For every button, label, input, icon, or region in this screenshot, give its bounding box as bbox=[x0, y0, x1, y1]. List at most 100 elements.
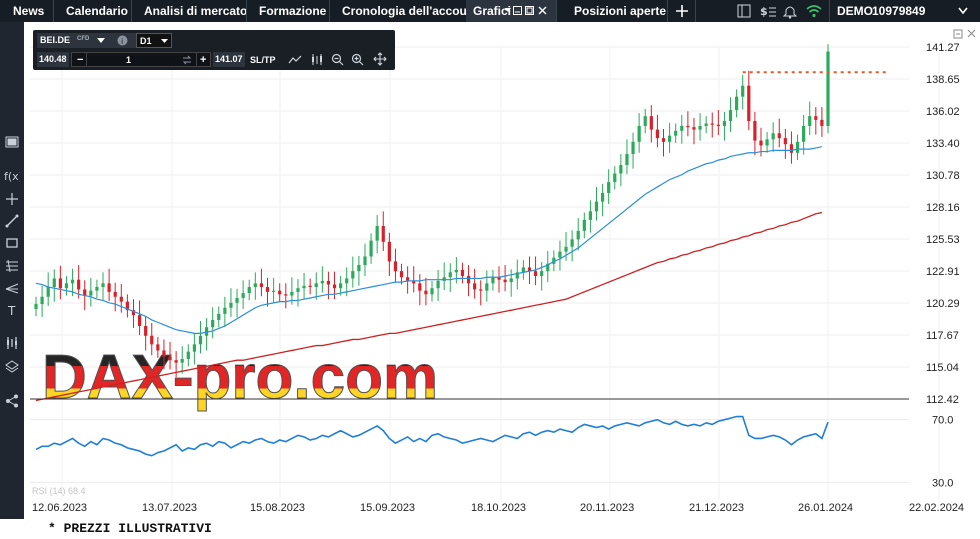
increase-quantity-button[interactable]: + bbox=[200, 54, 207, 66]
rsi-tick-label: 70.0 bbox=[932, 415, 953, 427]
currency-settings-icon[interactable]: $ bbox=[760, 3, 778, 19]
trade-toolbar: BEI.DE CFD i D1 140.48 − 1 + bbox=[33, 30, 395, 70]
candle bbox=[527, 256, 532, 284]
candle bbox=[406, 266, 410, 294]
candle bbox=[247, 279, 251, 301]
minimize-icon[interactable] bbox=[513, 6, 522, 15]
candle bbox=[655, 114, 660, 148]
line-draw-icon[interactable] bbox=[4, 213, 20, 229]
price-tick-label: 141.27 bbox=[926, 42, 960, 54]
layout-icon[interactable] bbox=[737, 3, 751, 19]
line-chart-type-icon[interactable] bbox=[288, 54, 302, 65]
date-tick-label: 21.12.2023 bbox=[689, 502, 744, 514]
symbol-selector[interactable]: BEI.DE CFD i D1 bbox=[37, 33, 172, 48]
decrease-quantity-button[interactable]: − bbox=[77, 54, 84, 66]
date-tick-label: 18.10.2023 bbox=[471, 502, 526, 514]
candle bbox=[278, 283, 282, 302]
candle bbox=[607, 169, 611, 205]
swap-icon[interactable] bbox=[182, 55, 192, 65]
tab-cronologia-account[interactable]: Cronologia dell'account bbox=[342, 4, 479, 18]
tab-formazione[interactable]: Formazione bbox=[259, 4, 327, 18]
rectangle-icon[interactable] bbox=[4, 235, 20, 251]
timeframe-value: D1 bbox=[140, 36, 152, 46]
share-icon[interactable] bbox=[4, 393, 20, 409]
candle bbox=[747, 71, 751, 131]
candle bbox=[582, 212, 586, 239]
date-tick-label: 15.08.2023 bbox=[250, 502, 305, 514]
price-tick-label: 136.02 bbox=[926, 106, 960, 118]
price-tick-label: 125.53 bbox=[926, 234, 960, 246]
date-tick-label: 20.11.2023 bbox=[580, 502, 634, 514]
move-icon[interactable] bbox=[373, 52, 387, 66]
candle bbox=[771, 122, 775, 153]
sell-price: 140.48 bbox=[39, 54, 67, 64]
candle bbox=[369, 233, 373, 264]
chart-settings-icon[interactable] bbox=[953, 29, 963, 39]
candle bbox=[40, 285, 44, 317]
zoom-out-icon[interactable] bbox=[331, 53, 344, 66]
candle bbox=[223, 296, 227, 327]
pitchfork-icon[interactable] bbox=[4, 280, 20, 296]
tab-posizioni-aperte[interactable]: Posizioni aperte bbox=[574, 4, 667, 18]
candle bbox=[698, 113, 702, 141]
quantity-stepper[interactable]: − 1 + bbox=[71, 52, 211, 67]
zoom-in-icon[interactable] bbox=[351, 53, 364, 66]
close-icon[interactable] bbox=[538, 6, 547, 15]
price-tick-label: 115.04 bbox=[926, 362, 959, 374]
quantity-value: 1 bbox=[126, 55, 132, 65]
timeframe-dropdown-icon[interactable] bbox=[161, 39, 168, 43]
layers-icon[interactable] bbox=[4, 359, 20, 375]
candle bbox=[795, 134, 800, 161]
candle bbox=[594, 186, 599, 221]
candle bbox=[77, 265, 81, 299]
info-icon[interactable]: i bbox=[117, 35, 128, 46]
symbol-dropdown-icon[interactable] bbox=[97, 38, 105, 43]
candle bbox=[296, 279, 300, 307]
candle bbox=[125, 294, 129, 318]
fibonacci-icon[interactable] bbox=[4, 258, 20, 274]
candle bbox=[357, 255, 361, 286]
price-chart[interactable]: DAX-pro.com 141.27138.65136.02133.40130.… bbox=[24, 22, 980, 519]
sell-price-button[interactable]: 140.48 bbox=[37, 52, 69, 67]
candle bbox=[820, 107, 824, 137]
candle bbox=[619, 154, 623, 187]
candle bbox=[107, 268, 111, 302]
account-dropdown-icon[interactable] bbox=[958, 7, 968, 15]
top-navigation-bar: News Calendario Analisi di mercato Forma… bbox=[0, 0, 980, 22]
sl-tp-button[interactable]: SL/TP bbox=[250, 55, 276, 65]
candle bbox=[387, 232, 391, 277]
date-tick-label: 22.02.2024 bbox=[909, 502, 964, 514]
tab-calendario[interactable]: Calendario bbox=[66, 4, 129, 18]
candle bbox=[710, 112, 714, 138]
candle bbox=[783, 128, 787, 159]
candle bbox=[217, 306, 221, 328]
text-tool-icon[interactable]: T bbox=[4, 302, 20, 318]
price-tick-label: 128.16 bbox=[926, 202, 960, 214]
panel-toggle-icon[interactable] bbox=[4, 134, 20, 150]
candle bbox=[241, 280, 245, 309]
add-tab-icon[interactable] bbox=[675, 3, 689, 19]
function-icon[interactable]: f(x) bbox=[4, 168, 20, 184]
indicator-icon[interactable] bbox=[4, 335, 20, 351]
notifications-icon[interactable] bbox=[783, 3, 797, 19]
tab-grafici[interactable]: Grafici bbox=[466, 0, 556, 22]
tab-news[interactable]: News bbox=[13, 4, 45, 18]
buy-price: 141.07 bbox=[215, 54, 243, 64]
buy-price-button[interactable]: 141.07 bbox=[213, 52, 245, 67]
symbol-name: BEI.DE bbox=[40, 35, 71, 45]
candle-chart-type-icon[interactable] bbox=[310, 53, 324, 66]
svg-text:f(x): f(x) bbox=[4, 170, 20, 183]
candle bbox=[533, 256, 538, 286]
maximize-icon[interactable] bbox=[525, 6, 534, 15]
instrument-type: CFD bbox=[77, 36, 90, 42]
tab-analisi-di-mercato[interactable]: Analisi di mercato bbox=[144, 4, 248, 18]
chart-area[interactable]: DAX-pro.com 141.27 138.65 136.02 133.40 130.… bbox=[24, 22, 980, 519]
candle bbox=[503, 265, 507, 292]
crosshair-icon[interactable] bbox=[4, 191, 20, 207]
chart-close-icon[interactable] bbox=[967, 29, 976, 38]
caret-down-icon[interactable] bbox=[505, 8, 511, 13]
candle bbox=[460, 262, 465, 284]
account-selector[interactable]: DEMO 10979849 bbox=[830, 0, 972, 22]
rsi-line bbox=[35, 415, 829, 457]
timeframe-selector[interactable]: D1 bbox=[136, 33, 172, 48]
